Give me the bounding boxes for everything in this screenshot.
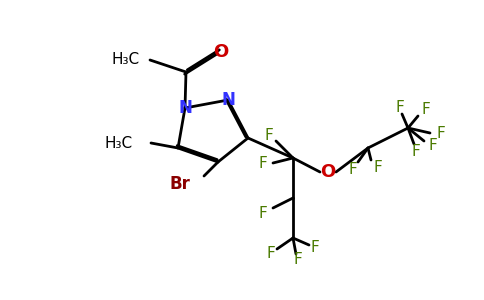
Text: F: F	[395, 100, 404, 116]
Text: F: F	[348, 163, 357, 178]
Text: O: O	[213, 43, 228, 61]
Text: N: N	[178, 99, 192, 117]
Text: N: N	[221, 91, 235, 109]
Text: F: F	[258, 155, 267, 170]
Text: F: F	[311, 241, 319, 256]
Text: F: F	[294, 253, 302, 268]
Text: F: F	[265, 128, 273, 143]
Text: F: F	[422, 103, 430, 118]
Text: H₃C: H₃C	[105, 136, 133, 151]
Text: F: F	[411, 145, 421, 160]
Text: F: F	[429, 139, 438, 154]
Text: H₃C: H₃C	[112, 52, 140, 68]
Text: O: O	[320, 163, 335, 181]
Text: F: F	[267, 247, 275, 262]
Text: F: F	[258, 206, 267, 220]
Text: F: F	[374, 160, 382, 175]
Text: Br: Br	[169, 175, 190, 193]
Text: F: F	[437, 125, 445, 140]
